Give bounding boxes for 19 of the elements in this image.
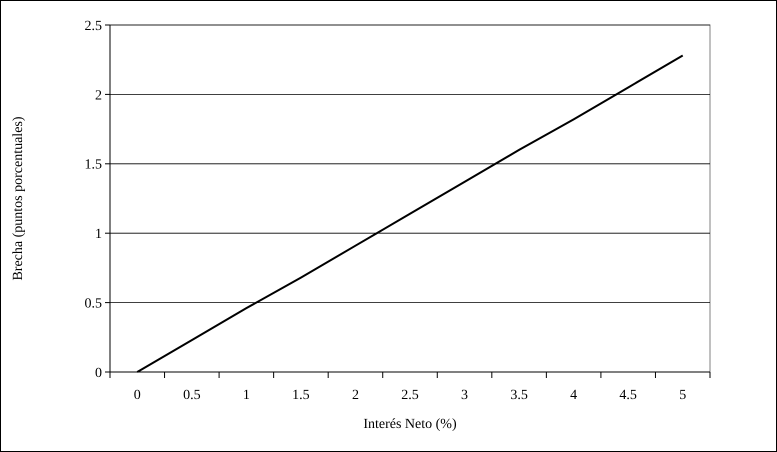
x-tick-label: 0	[134, 388, 141, 403]
y-tick-label: 0	[95, 366, 102, 381]
x-tick-label: 2	[352, 388, 359, 403]
x-axis-title: Interés Neto (%)	[363, 417, 457, 432]
y-tick-label: 2	[95, 88, 102, 104]
x-tick-label: 0.5	[183, 388, 201, 403]
x-tick-label: 3.5	[510, 388, 528, 403]
x-tick-label: 1.5	[292, 388, 310, 403]
x-tick-label: 3	[461, 388, 468, 403]
y-tick-label: 0.5	[84, 296, 102, 312]
x-tick-label: 1	[242, 388, 250, 403]
y-tick-label: 1	[95, 227, 102, 242]
x-tick-label: 5	[679, 388, 686, 403]
y-tick-label: 1.5	[84, 158, 102, 173]
x-tick-label: 4.5	[619, 388, 637, 403]
x-tick-label: 4	[570, 388, 578, 403]
y-axis-title: Brecha (puntos porcentuales)	[11, 116, 26, 281]
x-tick-label: 2.5	[401, 388, 419, 403]
y-tick-label: 2.5	[84, 18, 102, 34]
